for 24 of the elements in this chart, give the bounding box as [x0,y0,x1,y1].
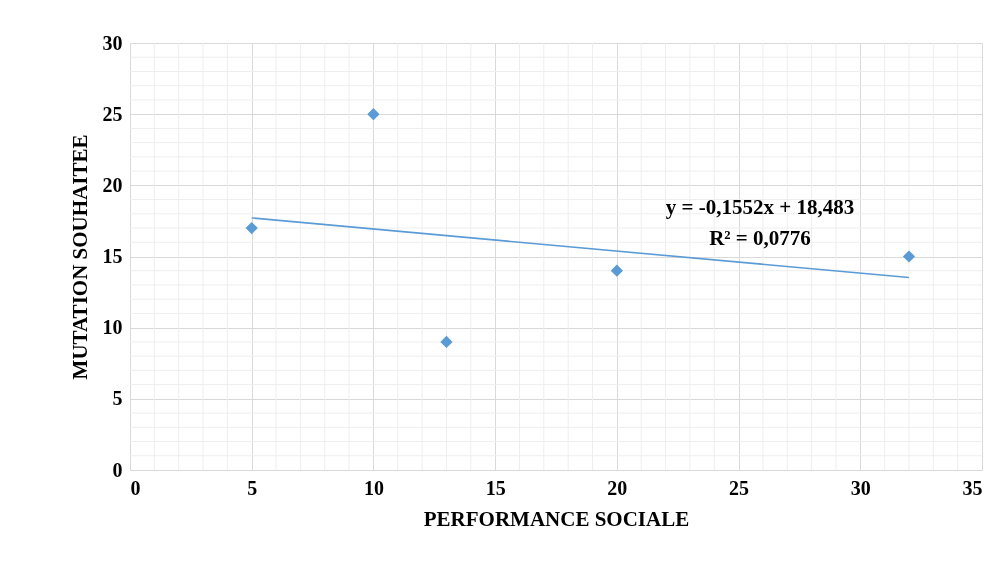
y-tick-label: 25 [102,102,123,125]
x-tick-label: 20 [607,476,628,499]
annotation: R² = 0,0776 [709,226,811,250]
point [440,335,453,349]
y-tick-label: 10 [102,316,123,339]
y-tick-label: 0 [112,458,123,481]
annotation: y = -0,1552x + 18,483 [665,195,855,219]
point [367,108,380,121]
point [245,221,258,235]
x-axis-title: PERFORMANCE SOCIALE [423,506,690,531]
y-tick-label: 20 [102,173,123,196]
x-tick-label: 15 [485,476,506,499]
x-tick-label: 25 [729,476,750,499]
y-axis-title: MUTATION SOUHAITEE [67,134,92,380]
y-tick-label: 5 [112,387,123,410]
y-tick-label: 30 [102,31,123,54]
x-tick-label: 10 [363,476,384,499]
x-tick-label: 5 [247,476,258,499]
x-tick-label: 35 [962,476,983,499]
point [610,264,623,277]
y-tick-label: 15 [102,245,123,267]
x-tick-label: 30 [850,476,871,499]
x-tick-label: 0 [130,476,141,499]
point [902,250,916,263]
